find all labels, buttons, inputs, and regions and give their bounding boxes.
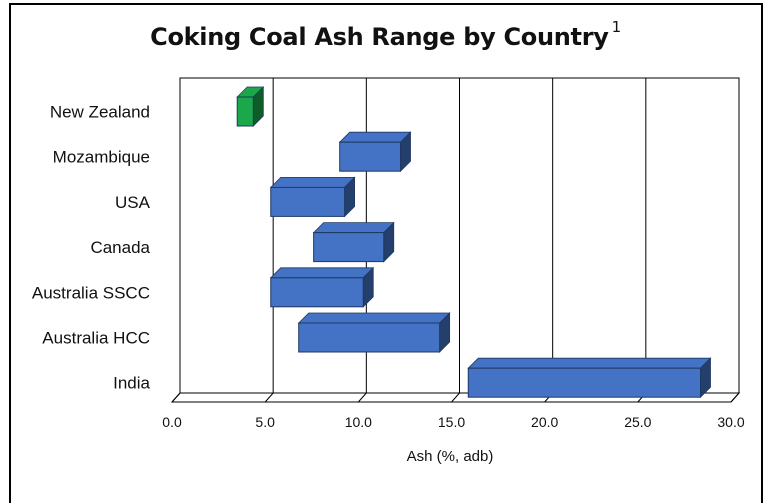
range-bar-top-face (269, 176, 356, 188)
floor-grid-diagonal (171, 392, 181, 403)
range-bar (312, 221, 395, 263)
chart-title: Coking Coal Ash Range by Country (150, 23, 609, 51)
range-bar-front-face (236, 96, 254, 127)
range-bar-front-face (467, 367, 702, 398)
range-bar-top-face (269, 267, 375, 279)
x-tick-label: 20.0 (531, 414, 558, 430)
x-tick-label: 5.0 (255, 414, 275, 430)
floor-grid-diagonal (357, 392, 367, 403)
range-bar (236, 86, 265, 127)
category-labels: New Zealand Mozambique USA Canada Australia … (32, 103, 151, 393)
category-label: India (113, 374, 150, 393)
category-label: Australia HCC (42, 329, 150, 348)
category-label: Australia SSCC (32, 283, 150, 302)
title-footnote-marker: 1 (611, 18, 622, 36)
floor-grid-diagonal (264, 392, 274, 403)
range-bar (338, 131, 412, 173)
floor-grid-diagonal (730, 392, 740, 403)
category-label: Canada (90, 238, 150, 257)
range-bar-front-face (313, 232, 385, 263)
range-bar-top-face (467, 357, 712, 369)
range-bar (467, 357, 712, 399)
range-bar-chart: New Zealand Mozambique USA Canada Australia … (32, 77, 745, 465)
range-bar-top-face (338, 131, 412, 143)
plot-area (170, 77, 741, 403)
category-label: New Zealand (50, 103, 150, 122)
x-tick-label: 30.0 (717, 414, 744, 430)
x-tick-labels: 0.0 5.0 10.0 15.0 20.0 25.0 30.0 (162, 414, 745, 430)
chart-title-wrap: Coking Coal Ash Range by Country 1 (0, 18, 771, 51)
floor-grid-diagonal (451, 392, 460, 403)
range-bar-front-face (298, 322, 441, 353)
range-bar-top-face (312, 222, 395, 234)
category-label: Mozambique (53, 148, 150, 167)
x-tick-label: 15.0 (438, 414, 465, 430)
range-bar-front-face (270, 277, 364, 308)
range-bar-top-face (297, 312, 451, 324)
category-label: USA (115, 193, 151, 212)
range-bar-front-face (339, 141, 402, 172)
range-bar (269, 176, 356, 218)
range-bar (297, 312, 451, 353)
x-tick-label: 0.0 (162, 414, 182, 430)
x-tick-label: 25.0 (624, 414, 651, 430)
range-bar-front-face (270, 186, 346, 217)
range-bar (269, 266, 375, 308)
bars-group (236, 86, 712, 399)
chart-frame (9, 3, 763, 503)
x-tick-label: 10.0 (345, 414, 372, 430)
x-axis-title: Ash (%, adb) (407, 448, 494, 465)
